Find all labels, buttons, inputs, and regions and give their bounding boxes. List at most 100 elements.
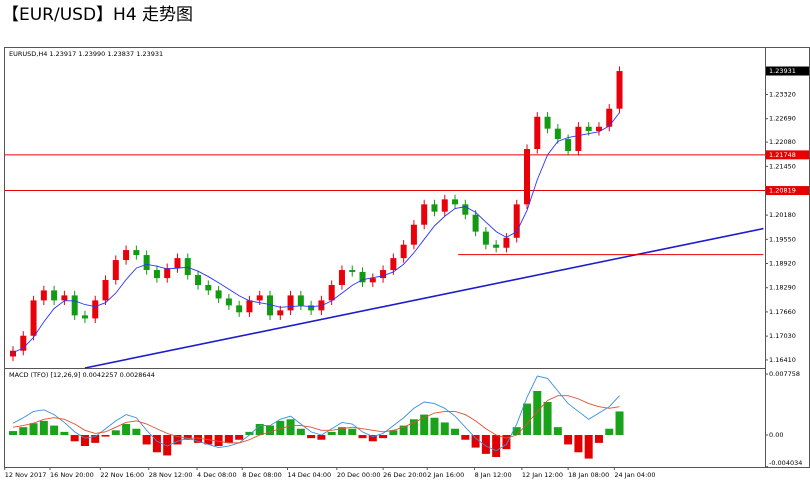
y-tick-label: 1.18290 xyxy=(769,284,796,292)
x-tick-label: 26 Dec 20:00 xyxy=(383,471,427,479)
candle-body xyxy=(338,270,345,286)
candle-body xyxy=(359,271,366,283)
macd-bar xyxy=(80,435,89,447)
macd-bar xyxy=(594,435,603,443)
candle-body xyxy=(205,285,212,291)
y-tick-label: 1.17030 xyxy=(769,332,796,340)
candle-body xyxy=(287,295,294,311)
macd-bar xyxy=(317,435,326,440)
moving-average xyxy=(12,112,620,354)
macd-bar xyxy=(50,425,59,436)
candle-body xyxy=(493,244,500,248)
candle-body xyxy=(164,268,171,279)
candle-body xyxy=(472,214,479,232)
x-tick-label: 12 Nov 2017 xyxy=(5,471,47,479)
macd-bar xyxy=(91,435,100,443)
current-price-bg xyxy=(766,66,809,76)
macd-bar xyxy=(492,435,501,458)
x-tick-label: 8 Dec 08:00 xyxy=(242,471,282,479)
macd-bar xyxy=(553,427,562,436)
candle-body xyxy=(606,108,613,127)
macd-bar xyxy=(132,428,141,436)
trend-line xyxy=(84,227,764,369)
candle-body xyxy=(349,270,356,272)
candle-body xyxy=(524,149,530,205)
candle-body xyxy=(174,258,181,269)
macd-bar xyxy=(399,425,408,436)
macd-bar xyxy=(451,428,460,436)
candle-body xyxy=(575,126,582,151)
macd-bar xyxy=(111,430,120,436)
current-price-label: 1.23931 xyxy=(769,67,796,75)
macd-line xyxy=(12,395,620,444)
candle-body xyxy=(452,199,459,205)
macd-bar xyxy=(224,435,233,443)
level-label: 1.21748 xyxy=(769,151,796,159)
candle-body xyxy=(51,290,58,301)
macd-bar xyxy=(70,435,79,442)
candle-body xyxy=(133,250,140,256)
x-tick-label: 14 Dec 04:00 xyxy=(287,471,331,479)
candle-body xyxy=(143,255,150,271)
macd-bar xyxy=(276,420,285,436)
candle-body xyxy=(236,305,243,313)
candle-body xyxy=(534,116,541,150)
macd-bar xyxy=(266,425,274,436)
macd-bar xyxy=(615,411,624,436)
macd-bar xyxy=(574,435,583,453)
macd-bar xyxy=(409,419,418,436)
candle-body xyxy=(513,204,520,238)
macd-bar xyxy=(471,435,480,448)
macd-bar xyxy=(420,414,429,436)
candle-body xyxy=(565,139,572,151)
x-tick-label: 28 Nov 12:00 xyxy=(149,471,193,479)
y-tick-label: 1.20180 xyxy=(769,211,796,219)
candle-body xyxy=(482,231,489,245)
macd-bar xyxy=(122,424,131,436)
candle-body xyxy=(30,300,37,336)
macd-bar xyxy=(389,430,398,436)
x-tick-label: 2 Jan 16:00 xyxy=(427,471,464,479)
candle-body xyxy=(123,250,130,261)
macd-bar xyxy=(605,428,614,436)
macd-bar xyxy=(101,435,110,437)
y-tick-label: -0.004034 xyxy=(769,459,802,467)
y-tick-label: 0.007758 xyxy=(769,370,800,378)
macd-bar xyxy=(533,391,542,436)
x-tick-label: 12 Jan 12:00 xyxy=(522,471,563,479)
macd-bar xyxy=(523,403,531,436)
candle-body xyxy=(267,295,273,316)
candle-body xyxy=(595,126,602,131)
y-tick-label: 1.21450 xyxy=(769,162,796,170)
macd-bar xyxy=(235,435,244,440)
candle-body xyxy=(112,260,119,281)
candle-body xyxy=(503,237,510,248)
macd-bar xyxy=(19,427,28,436)
candle-body xyxy=(369,278,376,283)
candle-body xyxy=(544,116,551,129)
candle-body xyxy=(92,300,99,319)
candle-body xyxy=(195,275,202,286)
candle-body xyxy=(277,310,284,316)
macd-bar xyxy=(440,422,449,436)
candle-body xyxy=(184,258,191,276)
macd-bar xyxy=(543,402,552,436)
macd-bar xyxy=(194,435,203,443)
macd-bar xyxy=(39,420,48,436)
macd-bar xyxy=(358,435,367,439)
macd-bar xyxy=(481,435,490,454)
y-tick-label: 1.16410 xyxy=(769,356,796,364)
macd-bar xyxy=(564,435,573,445)
x-tick-label: 8 Jan 12:00 xyxy=(475,471,512,479)
candle-body xyxy=(390,258,397,271)
y-tick-label: 1.23320 xyxy=(769,90,796,98)
macd-bar xyxy=(430,417,439,436)
candle-body xyxy=(585,126,592,131)
macd-bar xyxy=(584,435,593,459)
macd-bar xyxy=(60,431,69,436)
x-tick-label: 24 Jan 04:00 xyxy=(614,471,655,479)
macd-bar xyxy=(142,435,151,445)
macd-bar xyxy=(368,435,377,442)
candle-body xyxy=(61,295,68,301)
candle-body xyxy=(256,295,263,301)
